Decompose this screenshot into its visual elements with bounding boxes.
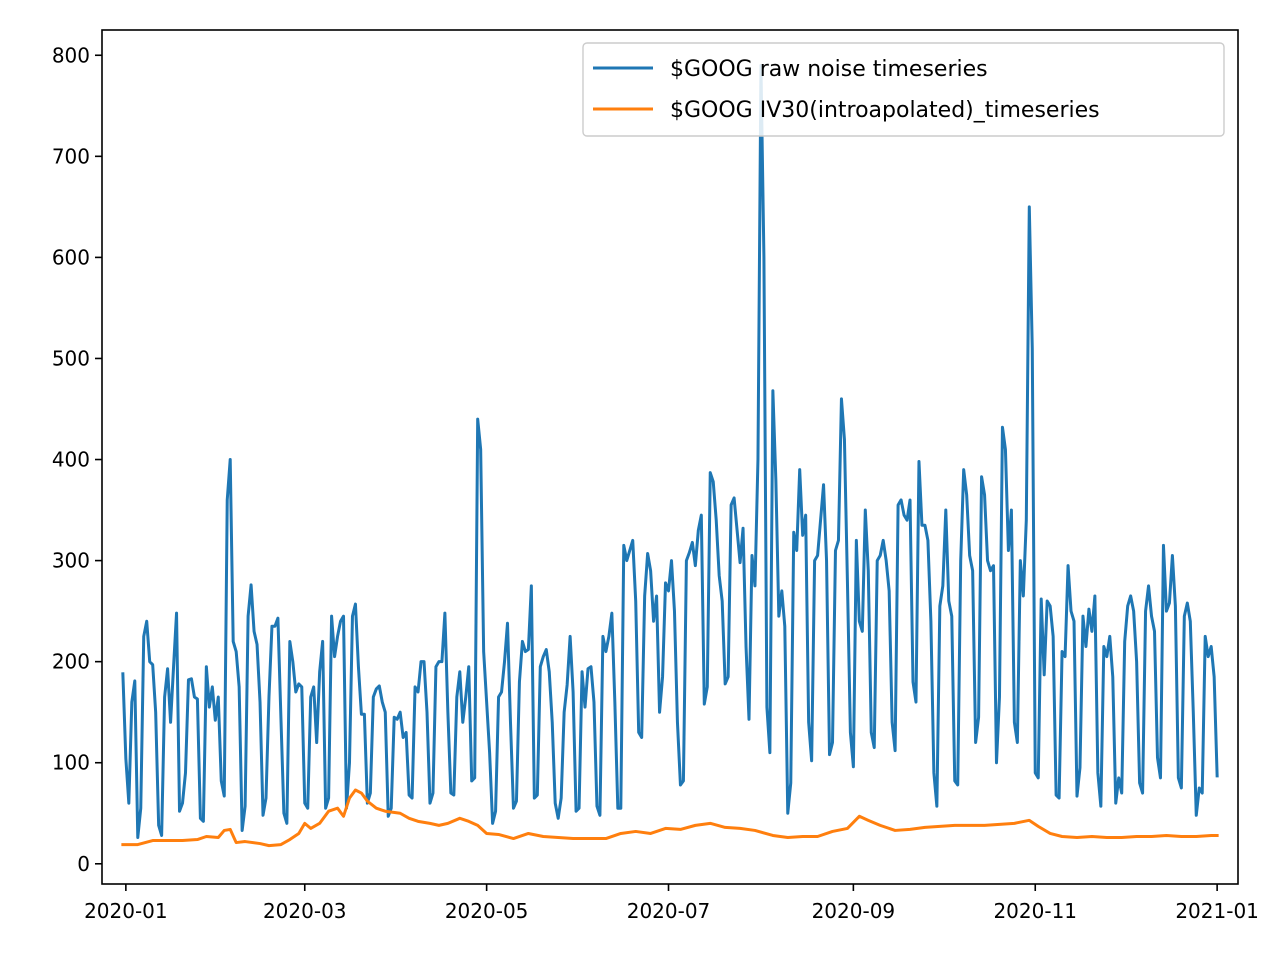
y-axis: 0 100 200 300 400 500 600 700 800 bbox=[52, 43, 102, 876]
y-tick-label: 600 bbox=[52, 245, 90, 269]
x-tick-label: 2020-07 bbox=[627, 899, 711, 923]
y-tick-label: 0 bbox=[77, 852, 90, 876]
legend: $GOOG raw noise timeseries $GOOG IV30(in… bbox=[582, 42, 1225, 137]
y-tick-label: 500 bbox=[52, 346, 90, 370]
y-tick-label: 200 bbox=[52, 650, 90, 674]
x-axis: 2020-01 2020-03 2020-05 2020-07 2020-09 2020-… bbox=[84, 884, 1259, 923]
x-tick-label: 2020-11 bbox=[993, 899, 1077, 923]
plot-frame bbox=[101, 29, 1239, 885]
series-line-0 bbox=[121, 63, 1219, 840]
y-tick-label: 800 bbox=[52, 43, 90, 67]
x-tick-label: 2020-01 bbox=[84, 899, 168, 923]
x-tick-label: 2020-05 bbox=[445, 899, 529, 923]
legend-box bbox=[582, 42, 1225, 137]
x-tick-label: 2020-03 bbox=[263, 899, 347, 923]
series-line-1 bbox=[121, 788, 1219, 848]
y-tick-label: 300 bbox=[52, 549, 90, 573]
y-tick-label: 400 bbox=[52, 448, 90, 472]
series-layer bbox=[121, 63, 1219, 848]
y-tick-label: 100 bbox=[52, 751, 90, 775]
legend-label-iv30: $GOOG IV30(introapolated)_timeseries bbox=[670, 98, 1100, 123]
y-tick-label: 700 bbox=[52, 144, 90, 168]
x-tick-label: 2021-01 bbox=[1175, 899, 1259, 923]
x-tick-label: 2020-09 bbox=[812, 899, 896, 923]
legend-label-raw-noise: $GOOG raw noise timeseries bbox=[670, 57, 988, 82]
